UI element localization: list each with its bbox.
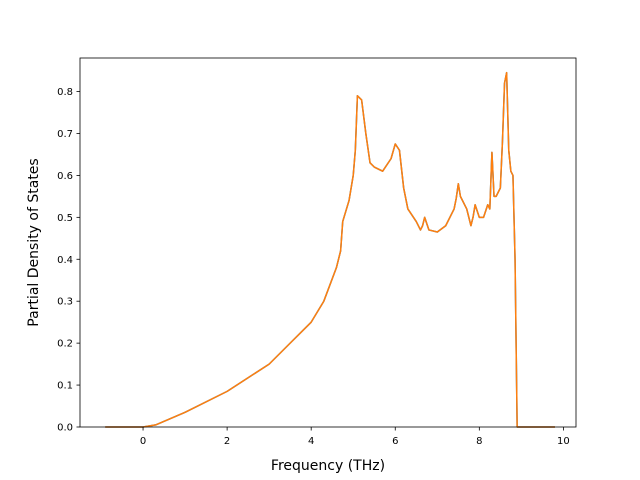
series-layer <box>105 71 555 428</box>
x-tick-label: 10 <box>557 436 570 447</box>
y-axis-label: Partial Density of States <box>26 158 42 326</box>
x-tick-label: 4 <box>308 436 314 447</box>
y-tick-label: 0.0 <box>57 423 73 434</box>
x-tick-label: 2 <box>224 436 230 447</box>
x-tick-label: 0 <box>140 436 146 447</box>
plot-frame <box>79 57 577 428</box>
y-tick-label: 0.8 <box>57 87 73 98</box>
y-tick-label: 0.7 <box>57 129 73 140</box>
y-tick-label: 0.6 <box>57 171 73 182</box>
y-tick-label: 0.1 <box>57 381 73 392</box>
y-tick-label: 0.5 <box>57 213 73 224</box>
x-tick-label: 6 <box>392 436 398 447</box>
y-tick-label: 0.3 <box>57 297 73 308</box>
y-tick-label: 0.2 <box>57 339 73 350</box>
series-line-2 <box>105 71 555 428</box>
tick-layer: 0 2 4 6 8 10 0.0 0.1 0.2 0.3 0.4 0.5 0.6 0.7 0.8 <box>57 87 570 447</box>
x-tick-label: 8 <box>476 436 482 447</box>
x-axis-label: Frequency (THz) <box>271 458 385 474</box>
y-tick-label: 0.4 <box>57 255 73 266</box>
